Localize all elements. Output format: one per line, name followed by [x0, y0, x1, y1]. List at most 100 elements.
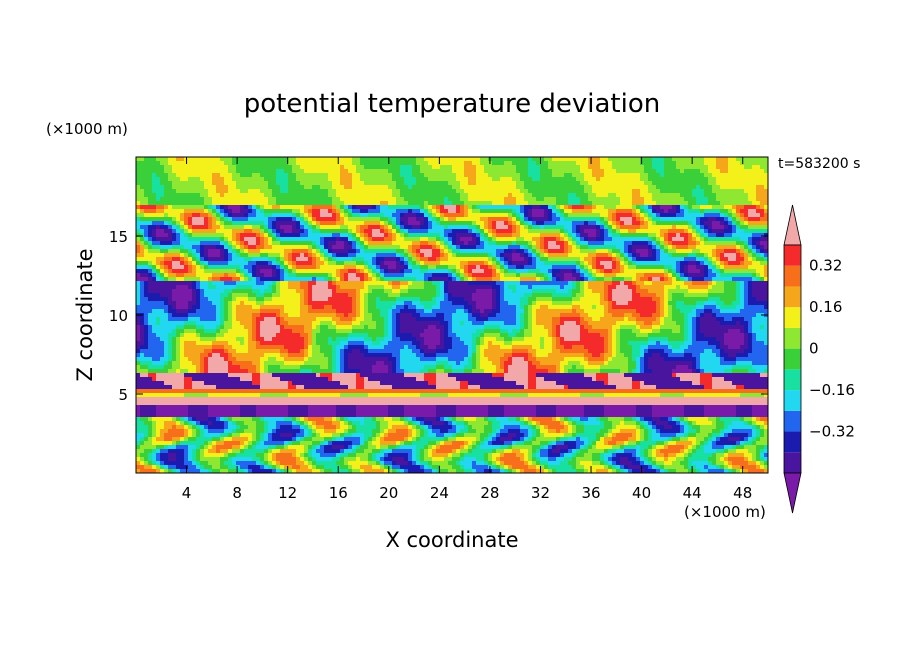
field-cell — [268, 241, 273, 246]
field-cell — [416, 257, 421, 262]
field-cell — [312, 209, 317, 214]
field-cell — [520, 201, 525, 206]
field-cell — [396, 205, 401, 210]
field-cell — [316, 241, 321, 246]
field-cell — [640, 201, 645, 206]
field-cell — [696, 221, 701, 226]
field-cell — [744, 221, 749, 226]
field-cell — [344, 249, 349, 254]
field-cell — [172, 189, 177, 194]
field-cell — [444, 169, 449, 174]
field-cell — [460, 193, 465, 198]
field-cell — [208, 229, 213, 234]
field-cell — [408, 265, 413, 270]
field-cell — [704, 241, 709, 246]
field-cell — [676, 269, 681, 274]
field-cell — [288, 189, 293, 194]
field-cell — [480, 277, 485, 282]
field-cell — [448, 197, 453, 202]
field-cell — [552, 157, 557, 162]
field-cell — [732, 181, 737, 186]
field-cell — [512, 257, 517, 262]
field-cell — [552, 189, 557, 194]
field-cell — [320, 257, 325, 262]
field-cell — [220, 165, 225, 170]
field-cell — [416, 225, 421, 230]
field-cell — [288, 241, 293, 246]
field-cell — [284, 253, 289, 258]
field-cell — [404, 161, 409, 166]
field-cell — [404, 277, 409, 282]
field-cell — [364, 213, 369, 218]
field-cell — [464, 269, 469, 274]
field-cell — [484, 281, 489, 286]
field-cell — [340, 205, 345, 210]
field-cell — [540, 217, 545, 222]
field-cell — [264, 261, 269, 266]
field-cell — [744, 173, 749, 178]
field-cell — [456, 181, 461, 186]
field-cell — [504, 237, 509, 242]
field-cell — [176, 225, 181, 230]
field-cell — [392, 201, 397, 206]
field-cell — [684, 221, 689, 226]
field-cell — [168, 273, 173, 278]
field-cell — [504, 213, 509, 218]
field-cell — [452, 161, 457, 166]
field-cell — [756, 253, 761, 258]
field-cell — [716, 213, 721, 218]
field-cell — [700, 245, 705, 250]
field-cell — [508, 185, 513, 190]
field-cell — [572, 229, 577, 234]
field-cell — [588, 157, 593, 162]
field-cell — [588, 173, 593, 178]
field-cell — [244, 257, 249, 262]
field-cell — [716, 233, 721, 238]
field-cell — [256, 169, 261, 174]
field-cell — [536, 253, 541, 258]
field-cell — [292, 245, 297, 250]
field-cell — [424, 197, 429, 202]
field-cell — [192, 253, 197, 258]
field-cell — [544, 177, 549, 182]
field-cell — [560, 249, 565, 254]
field-cell — [656, 185, 661, 190]
field-cell — [468, 233, 473, 238]
field-cell — [748, 213, 753, 218]
field-cell — [652, 197, 657, 202]
field-cell — [236, 265, 241, 270]
field-cell — [352, 237, 357, 242]
field-cell — [636, 217, 641, 222]
field-cell — [624, 177, 629, 182]
field-cell — [380, 273, 385, 278]
field-cell — [372, 253, 377, 258]
field-cell — [196, 273, 201, 278]
field-cell — [576, 205, 581, 210]
field-cell — [612, 197, 617, 202]
field-cell — [420, 213, 425, 218]
field-cell — [632, 205, 637, 210]
field-cell — [436, 225, 441, 230]
field-cell — [640, 189, 645, 194]
field-cell — [752, 221, 757, 226]
field-cell — [156, 161, 161, 166]
field-cell — [760, 169, 765, 174]
field-cell — [700, 249, 705, 254]
field-cell — [356, 173, 361, 178]
field-cell — [260, 257, 265, 262]
field-cell — [164, 157, 169, 162]
field-cell — [640, 265, 645, 270]
field-cell — [648, 177, 653, 182]
field-cell — [368, 253, 373, 258]
field-cell — [456, 169, 461, 174]
field-cell — [228, 261, 233, 266]
field-cell — [592, 237, 597, 242]
field-cell — [176, 169, 181, 174]
field-cell — [644, 277, 649, 282]
field-cell — [472, 261, 477, 266]
field-cell — [444, 277, 449, 282]
field-cell — [672, 165, 677, 170]
field-cell — [724, 205, 729, 210]
field-cell — [144, 273, 149, 278]
field-cell — [332, 213, 337, 218]
